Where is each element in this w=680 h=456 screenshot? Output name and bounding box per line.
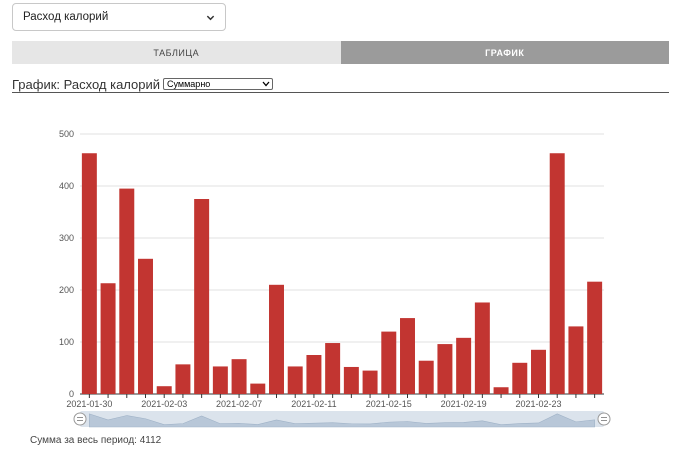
zoom-slider-preview	[89, 413, 595, 428]
bar	[418, 360, 434, 394]
bar	[549, 153, 565, 394]
bar	[269, 284, 284, 394]
bar	[81, 153, 97, 394]
period-total: Сумма за весь период: 4112	[30, 435, 162, 446]
bar	[138, 258, 153, 394]
chart-header: График: Расход калорий Суммарно	[12, 76, 669, 93]
x-tick-label: 2021-02-15	[366, 399, 412, 409]
bar	[250, 383, 266, 394]
x-tick-label: 2021-02-07	[216, 399, 262, 409]
zoom-handle-start[interactable]	[73, 412, 87, 426]
bar	[456, 337, 472, 394]
x-tick-label: 2021-01-30	[66, 399, 112, 409]
bar	[194, 199, 210, 394]
y-tick-label: 0	[69, 389, 74, 399]
y-tick-label: 400	[59, 181, 74, 191]
zoom-handle-end[interactable]	[597, 412, 611, 426]
bar	[531, 349, 546, 394]
bar	[493, 387, 509, 394]
aggregation-select-value: Суммарно	[167, 79, 211, 89]
tab-table[interactable]: ТАБЛИЦА	[12, 41, 341, 64]
y-tick-label: 300	[59, 233, 74, 243]
bar	[474, 302, 490, 394]
aggregation-select[interactable]: Суммарно	[163, 78, 274, 90]
bar	[287, 366, 303, 394]
y-tick-label: 200	[59, 285, 74, 295]
bar	[231, 359, 247, 394]
bar	[325, 343, 341, 394]
bar	[587, 281, 603, 394]
bar	[212, 366, 228, 394]
calories-bar-chart: 0 100 200 300 400 500 2021-01-30 2021-02-03 2021…	[59, 129, 611, 428]
bar	[119, 188, 135, 394]
tab-chart[interactable]: ГРАФИК	[340, 41, 669, 64]
x-tick-label: 2021-02-19	[441, 399, 487, 409]
x-tick-label: 2021-02-23	[515, 399, 561, 409]
x-tick-label: 2021-02-03	[141, 399, 187, 409]
x-tick-label: 2021-02-11	[291, 399, 336, 409]
metric-select[interactable]: Расход калорий	[12, 3, 226, 31]
view-tabs: ТАБЛИЦА ГРАФИК	[12, 41, 669, 64]
y-tick-label: 500	[59, 129, 74, 139]
bar	[381, 331, 397, 394]
bar	[100, 283, 116, 394]
bar	[306, 355, 322, 394]
chevron-down-icon	[206, 15, 215, 20]
bar	[400, 318, 415, 394]
y-tick-label: 100	[59, 337, 74, 347]
bar	[362, 370, 378, 394]
bar	[512, 362, 528, 394]
metric-select-value: Расход калорий	[23, 11, 109, 23]
chart-title: График: Расход калорий	[12, 76, 161, 92]
bar	[343, 366, 359, 394]
bar	[437, 344, 453, 394]
bar	[156, 386, 172, 394]
bar	[568, 326, 584, 394]
chevron-down-icon	[262, 81, 270, 87]
bar	[175, 364, 191, 394]
